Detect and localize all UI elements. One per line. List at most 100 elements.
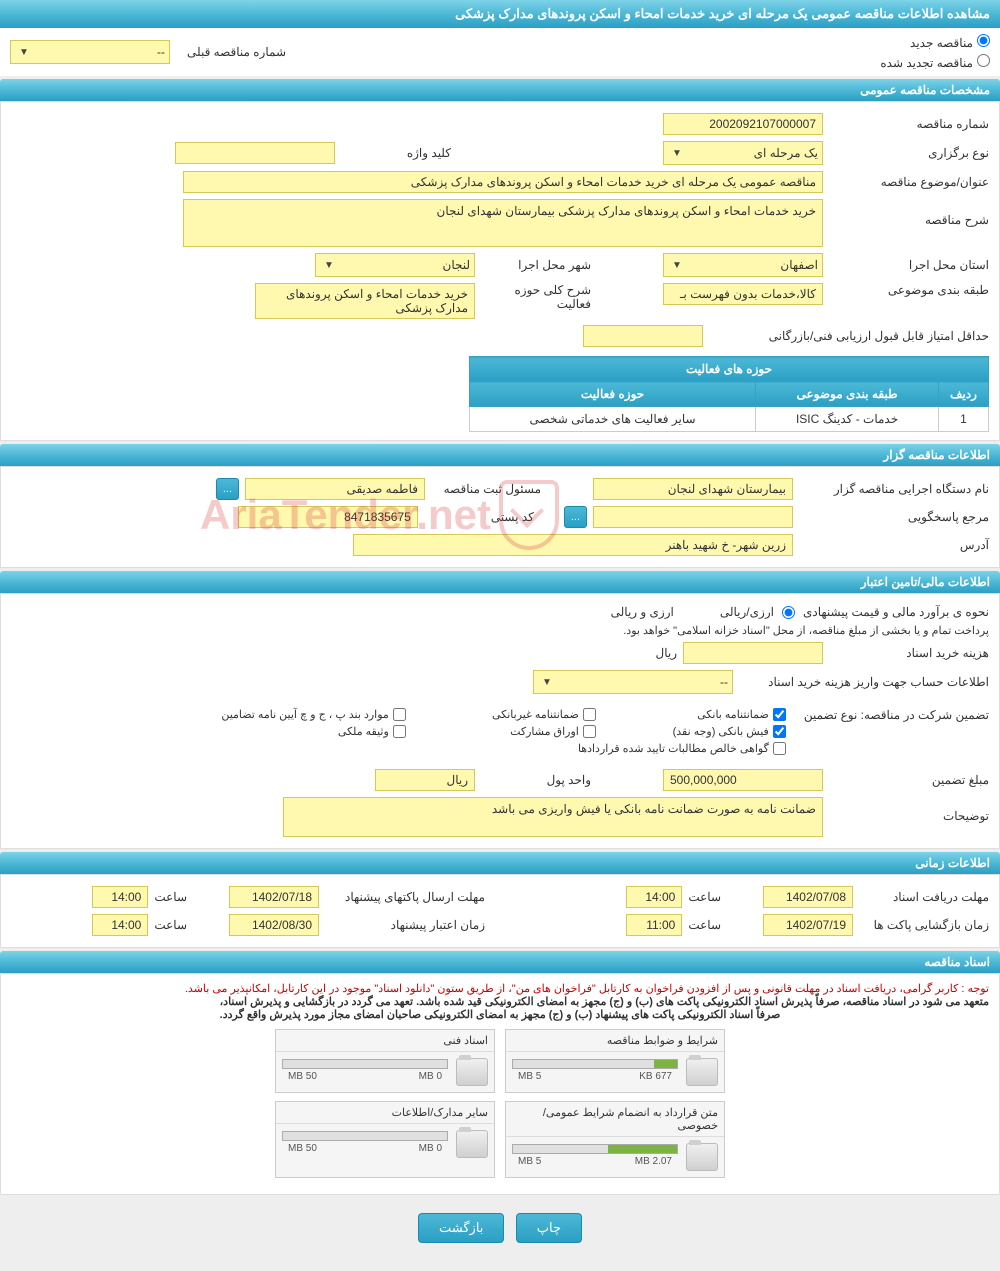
print-button[interactable]: چاپ	[516, 1213, 582, 1243]
receive-time-label: ساعت	[688, 890, 721, 904]
cell-row: 1	[939, 407, 989, 432]
file-title: سایر مدارک/اطلاعات	[276, 1102, 494, 1124]
folder-icon	[456, 1130, 488, 1158]
doc-cost-value[interactable]	[683, 642, 823, 664]
file-card[interactable]: اسناد فنی 0 MB50 MB	[275, 1029, 495, 1093]
responder-value[interactable]	[593, 506, 793, 528]
cb-bank-guarantee[interactable]: ضمانتنامه بانکی	[606, 708, 786, 721]
guarantee-amount-label: مبلغ تضمین	[829, 773, 989, 787]
radio-renewed-label: مناقصه تجدید شده	[880, 56, 973, 70]
cb-cash-receipt[interactable]: فیش بانکی (وجه نقد)	[606, 725, 786, 738]
title-label: عنوان/موضوع مناقصه	[829, 175, 989, 189]
send-time-label: ساعت	[154, 890, 187, 904]
file-card[interactable]: شرایط و ضوابط مناقصه 677 KB5 MB	[505, 1029, 725, 1093]
notes-label: توضیحات	[829, 797, 989, 823]
province-label: استان محل اجرا	[829, 258, 989, 272]
estimate-label: نحوه ی برآورد مالی و قیمت پیشنهادی	[803, 605, 989, 619]
cb-clauses[interactable]: موارد بند پ ، ج و چ آیین نامه تضامین	[186, 708, 406, 721]
folder-icon	[686, 1143, 718, 1171]
section-general: مشخصات مناقصه عمومی	[0, 79, 1000, 101]
registrar-more-button[interactable]: ...	[216, 478, 239, 500]
radio-new-label: مناقصه جدید	[910, 36, 973, 50]
send-label: مهلت ارسال پاکتهای پیشنهاد	[325, 890, 485, 904]
bold-note-2: صرفاً اسناد الکترونیکی پاکت های پیشنهاد …	[11, 1008, 989, 1021]
section-documents: اسناد مناقصه	[0, 951, 1000, 973]
province-select[interactable]: اصفهان ▼	[663, 253, 823, 277]
progress-fill	[654, 1060, 677, 1068]
chevron-down-icon: ▼	[672, 260, 682, 271]
cb-nonbank-guarantee[interactable]: ضمانتنامه غیربانکی	[416, 708, 596, 721]
send-date: 1402/07/18	[229, 886, 319, 908]
col-activity: حوزه فعالیت	[470, 382, 756, 407]
send-time: 14:00	[92, 886, 148, 908]
treasury-note: پرداخت تمام و یا بخشی از مبلغ مناقصه، از…	[11, 622, 989, 639]
radio-rial[interactable]	[782, 606, 795, 619]
doc-cost-label: هزینه خرید اسناد	[829, 646, 989, 660]
category-value: کالا،خدمات بدون فهرست بـ	[663, 283, 823, 305]
receive-date: 1402/07/08	[763, 886, 853, 908]
chevron-down-icon: ▼	[19, 47, 29, 58]
cell-category: خدمات - کدینگ ISIC	[756, 407, 939, 432]
title-value: مناقصه عمومی یک مرحله ای خرید خدمات امحا…	[183, 171, 823, 193]
file-card[interactable]: متن قرارداد به انضمام شرایط عمومی/خصوصی …	[505, 1101, 725, 1178]
cb-participation[interactable]: اوراق مشارکت	[416, 725, 596, 738]
prev-number-value: --	[157, 45, 165, 59]
prev-number-select[interactable]: -- ▼	[10, 40, 170, 64]
table-row: 1 خدمات - کدینگ ISIC سایر فعالیت های خدم…	[470, 407, 989, 432]
postal-value: 8471835675	[238, 506, 418, 528]
receive-label: مهلت دریافت اسناد	[859, 890, 989, 904]
validity-label: زمان اعتبار پیشنهاد	[325, 918, 485, 932]
opening-time: 11:00	[626, 914, 682, 936]
bold-note-1: متعهد می شود در اسناد مناقصه، صرفاً پذیر…	[11, 995, 989, 1008]
opening-time-label: ساعت	[688, 918, 721, 932]
cell-activity: سایر فعالیت های خدماتی شخصی	[470, 407, 756, 432]
validity-time-label: ساعت	[154, 918, 187, 932]
prev-number-label: شماره مناقصه قبلی	[176, 45, 286, 59]
min-score-label: حداقل امتیاز قابل قبول ارزیابی فنی/بازرگ…	[709, 329, 989, 343]
tender-number-label: شماره مناقصه	[829, 117, 989, 131]
responder-label: مرجع پاسخگویی	[799, 510, 989, 524]
guarantee-amount-value: 500,000,000	[663, 769, 823, 791]
city-select[interactable]: لنجان ▼	[315, 253, 475, 277]
chevron-down-icon: ▼	[324, 260, 334, 271]
holding-type-select[interactable]: یک مرحله ای ▼	[663, 141, 823, 165]
radio-new-tender[interactable]: مناقصه جدید	[306, 34, 990, 50]
guarantee-type-label: تضمین شرکت در مناقصه: نوع تضمین	[804, 708, 989, 722]
folder-icon	[686, 1058, 718, 1086]
cb-contract-cert[interactable]: گواهی خالص مطالبات تایید شده قراردادها	[416, 742, 786, 755]
org-name-label: نام دستگاه اجرایی مناقصه گزار	[799, 482, 989, 496]
section-organizer: اطلاعات مناقصه گزار	[0, 444, 1000, 466]
opening-date: 1402/07/19	[763, 914, 853, 936]
responder-more-button[interactable]: ...	[564, 506, 587, 528]
holding-type-label: نوع برگزاری	[829, 146, 989, 160]
unit-value: ریال	[375, 769, 475, 791]
keyword-value[interactable]	[175, 142, 335, 164]
activity-desc-value: خرید خدمات امحاء و اسکن پروندهای مدارک پ…	[255, 283, 475, 319]
cb-property[interactable]: وثیقه ملکی	[186, 725, 406, 738]
city-label: شهر محل اجرا	[481, 258, 591, 272]
file-title: اسناد فنی	[276, 1030, 494, 1052]
section-financial: اطلاعات مالی/تامین اعتبار	[0, 571, 1000, 593]
account-label: اطلاعات حساب جهت واریز هزینه خرید اسناد	[739, 675, 989, 689]
col-category: طبقه بندی موضوعی	[756, 382, 939, 407]
chevron-down-icon: ▼	[542, 677, 552, 688]
back-button[interactable]: بازگشت	[418, 1213, 504, 1243]
file-card[interactable]: سایر مدارک/اطلاعات 0 MB50 MB	[275, 1101, 495, 1178]
validity-time: 14:00	[92, 914, 148, 936]
radio-fx-label: ارزی و ریالی	[611, 605, 674, 619]
account-value: --	[720, 675, 728, 689]
unit-label: واحد پول	[481, 773, 591, 787]
min-score-value[interactable]	[583, 325, 703, 347]
address-label: آدرس	[799, 538, 989, 552]
description-value[interactable]: خرید خدمات امحاء و اسکن پروندهای مدارک پ…	[183, 199, 823, 247]
file-title: شرایط و ضوابط مناقصه	[506, 1030, 724, 1052]
radio-renewed-tender[interactable]: مناقصه تجدید شده	[306, 54, 990, 70]
section-timing: اطلاعات زمانی	[0, 852, 1000, 874]
col-row: ردیف	[939, 382, 989, 407]
page-title: مشاهده اطلاعات مناقصه عمومی یک مرحله ای …	[0, 0, 1000, 28]
activity-desc-label: شرح کلی حوزه فعالیت	[481, 283, 591, 311]
account-select[interactable]: -- ▼	[533, 670, 733, 694]
file-title: متن قرارداد به انضمام شرایط عمومی/خصوصی	[506, 1102, 724, 1137]
notes-value[interactable]: ضمانت نامه به صورت ضمانت نامه بانکی یا ف…	[283, 797, 823, 837]
activity-table-title: حوزه های فعالیت	[470, 357, 989, 382]
